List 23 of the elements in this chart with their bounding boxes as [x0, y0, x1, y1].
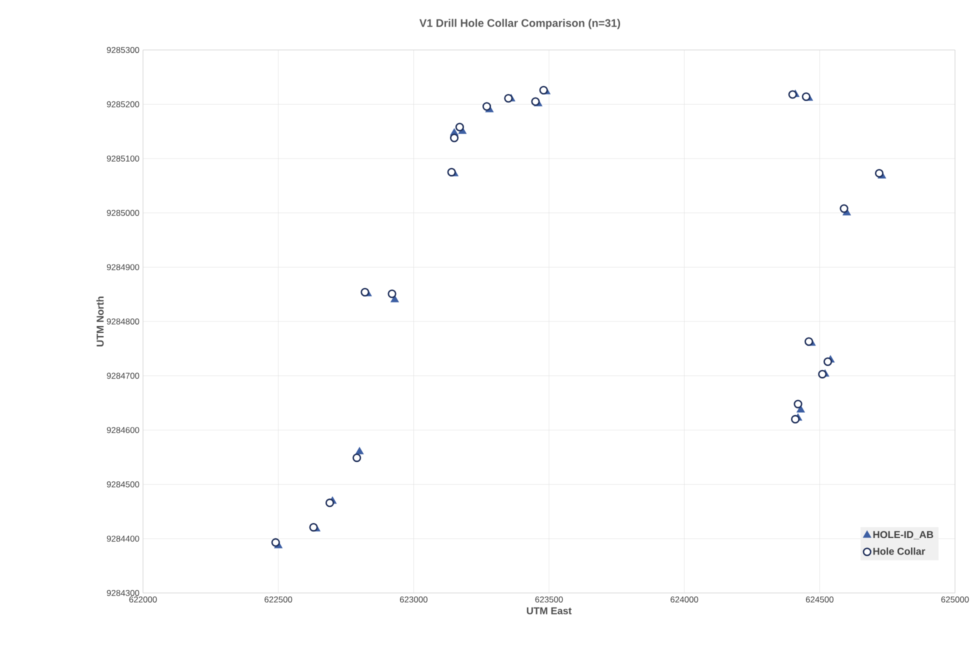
y-tick-label: 9284500 — [106, 481, 140, 488]
x-tick-label: 623500 — [535, 596, 563, 602]
x-tick-label: 622000 — [129, 596, 157, 602]
y-tick-label: 9284800 — [106, 318, 140, 324]
y-tick-label: 9285100 — [106, 156, 140, 162]
y-tick-label: 9284700 — [106, 372, 140, 379]
chart-title: V1 Drill Hole Collar Comparison (n=31) — [419, 18, 620, 30]
y-axis-title: UTM North — [96, 296, 104, 346]
y-tick-label: 9285300 — [106, 46, 140, 53]
x-tick-label: 625000 — [941, 596, 969, 602]
y-tick-label: 9284300 — [106, 590, 140, 596]
legend-label: HOLE-ID_AB — [873, 531, 934, 540]
legend-label: Hole Collar — [873, 548, 926, 555]
x-tick-label: 623000 — [400, 596, 428, 602]
y-tick-label: 9284400 — [106, 536, 140, 542]
y-tick-label: 9284900 — [106, 264, 140, 270]
y-tick-label: 9284600 — [106, 427, 140, 434]
x-tick-label: 622500 — [264, 596, 292, 602]
x-tick-label: 624500 — [806, 596, 834, 602]
y-tick-label: 9285000 — [106, 210, 140, 216]
x-tick-label: 624000 — [670, 596, 698, 602]
x-axis-title: UTM East — [526, 607, 572, 614]
y-tick-label: 9285200 — [106, 101, 140, 108]
